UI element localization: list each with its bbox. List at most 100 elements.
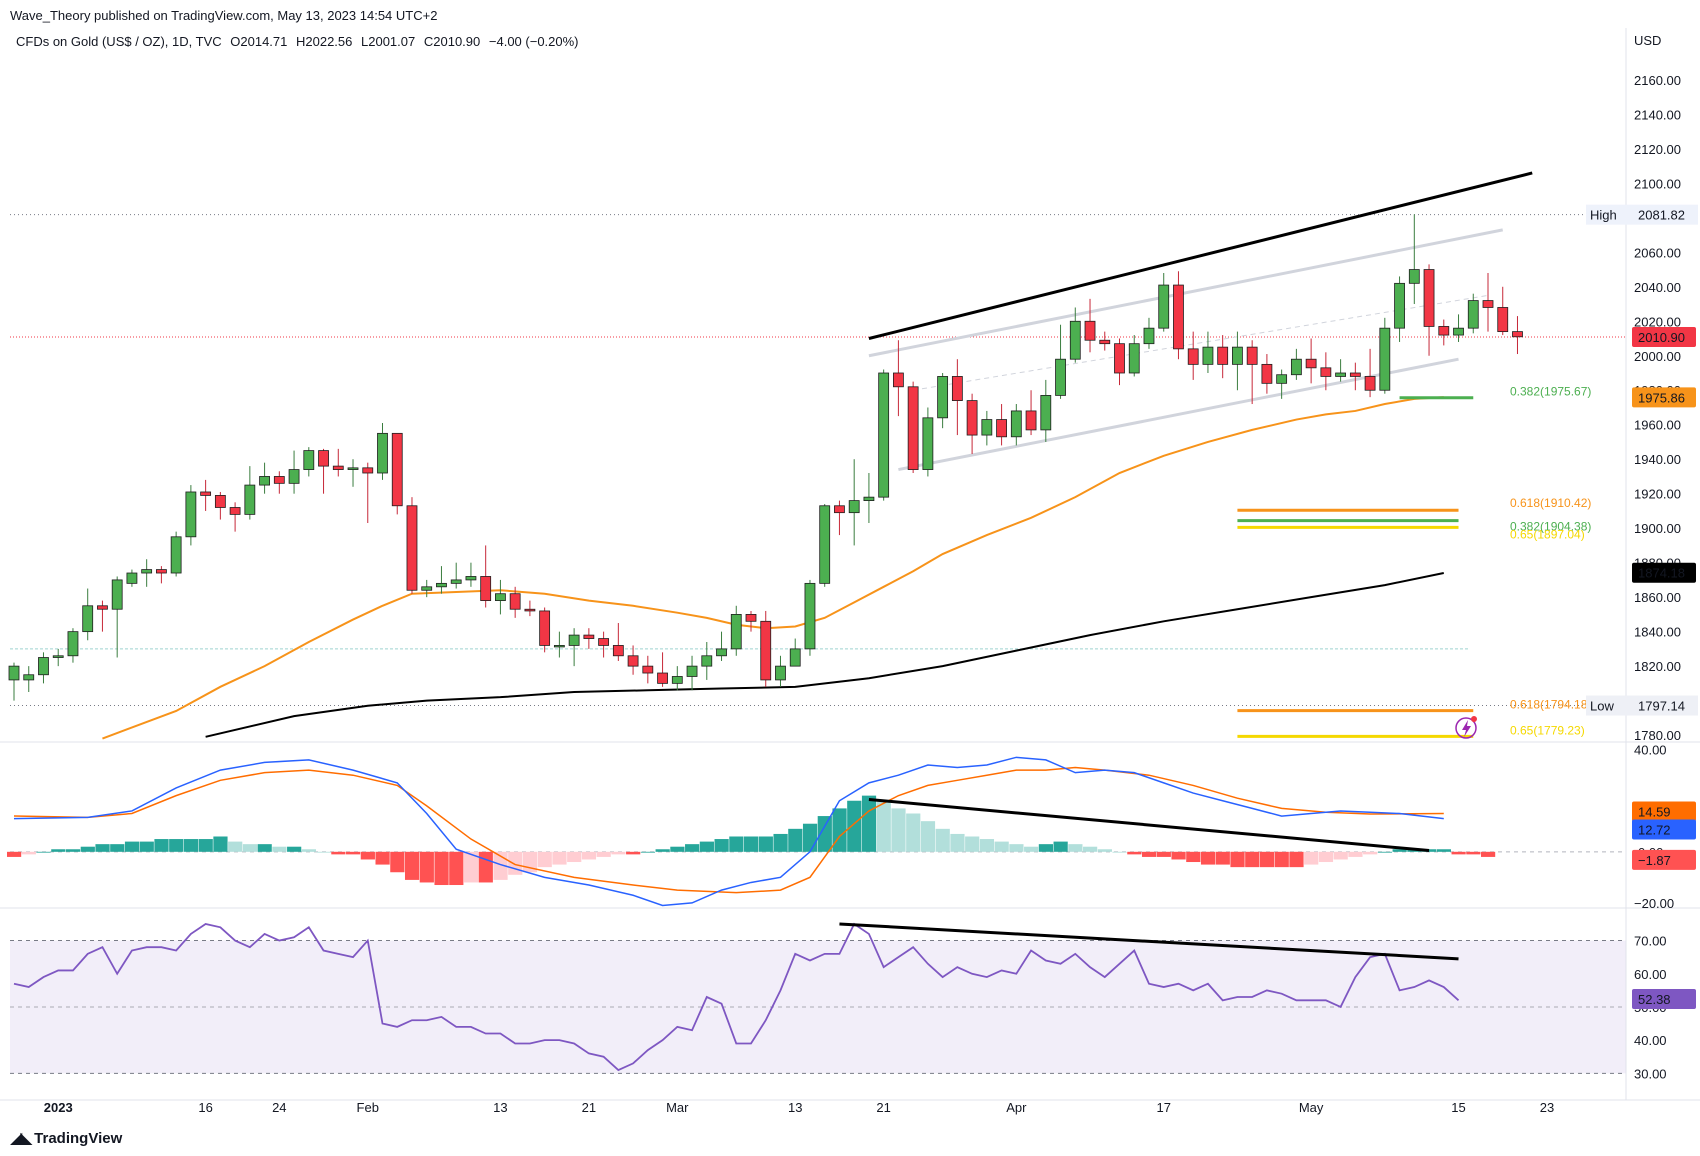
candle[interactable] bbox=[1084, 298, 1096, 353]
candle[interactable] bbox=[701, 641, 713, 680]
candle[interactable] bbox=[23, 666, 35, 692]
candle[interactable] bbox=[760, 610, 772, 687]
candle[interactable] bbox=[1055, 324, 1066, 399]
rsi-pane[interactable] bbox=[10, 922, 1626, 1074]
candle[interactable] bbox=[1453, 314, 1464, 342]
candle[interactable] bbox=[67, 628, 79, 663]
candle[interactable] bbox=[362, 462, 374, 524]
candle[interactable] bbox=[598, 631, 609, 658]
candle[interactable] bbox=[1290, 348, 1302, 380]
candle[interactable] bbox=[1173, 271, 1184, 360]
candle[interactable] bbox=[1187, 331, 1199, 380]
candle[interactable] bbox=[1482, 272, 1494, 332]
candle[interactable] bbox=[627, 645, 639, 675]
candle[interactable] bbox=[568, 628, 580, 667]
candle[interactable] bbox=[244, 466, 256, 520]
candle[interactable] bbox=[922, 407, 934, 477]
candle[interactable] bbox=[288, 450, 300, 494]
candle[interactable] bbox=[391, 432, 403, 515]
candle[interactable] bbox=[1320, 352, 1332, 391]
candle[interactable] bbox=[170, 531, 182, 577]
candle[interactable] bbox=[951, 359, 963, 436]
candle[interactable] bbox=[1232, 331, 1243, 391]
candle[interactable] bbox=[1512, 316, 1523, 355]
candle[interactable] bbox=[539, 607, 551, 653]
candle[interactable] bbox=[1276, 369, 1288, 399]
candle[interactable] bbox=[804, 579, 816, 656]
candle[interactable] bbox=[966, 393, 978, 455]
candle[interactable] bbox=[465, 562, 477, 587]
candle[interactable] bbox=[111, 576, 123, 658]
candle[interactable] bbox=[200, 479, 212, 511]
candle[interactable] bbox=[775, 655, 786, 687]
candle[interactable] bbox=[937, 372, 949, 429]
candle[interactable] bbox=[303, 447, 315, 477]
candle[interactable] bbox=[406, 497, 418, 594]
candle[interactable] bbox=[185, 485, 197, 546]
candle[interactable] bbox=[1143, 317, 1155, 349]
candle[interactable] bbox=[878, 369, 890, 501]
candle[interactable] bbox=[155, 566, 167, 584]
candle[interactable] bbox=[848, 459, 860, 546]
candle[interactable] bbox=[82, 588, 94, 641]
candle[interactable] bbox=[893, 340, 904, 417]
candle[interactable] bbox=[509, 586, 521, 618]
candle[interactable] bbox=[642, 655, 654, 684]
candle[interactable] bbox=[1069, 307, 1081, 363]
candle[interactable] bbox=[1025, 390, 1037, 436]
candle[interactable] bbox=[332, 448, 344, 477]
candle[interactable] bbox=[141, 559, 153, 587]
candle[interactable] bbox=[377, 423, 388, 480]
candle[interactable] bbox=[730, 605, 742, 656]
candle[interactable] bbox=[1217, 335, 1229, 379]
candle[interactable] bbox=[1438, 319, 1450, 346]
candle[interactable] bbox=[1261, 354, 1273, 394]
candle[interactable] bbox=[834, 500, 845, 536]
candle[interactable] bbox=[8, 662, 20, 701]
candle[interactable] bbox=[907, 381, 919, 474]
candle[interactable] bbox=[996, 404, 1007, 446]
candle[interactable] bbox=[38, 652, 49, 684]
candle[interactable] bbox=[1364, 348, 1376, 398]
candle[interactable] bbox=[1335, 359, 1346, 382]
candle[interactable] bbox=[686, 655, 698, 691]
candle[interactable] bbox=[97, 600, 108, 632]
candle[interactable] bbox=[1394, 276, 1405, 342]
candle[interactable] bbox=[981, 410, 993, 446]
candle[interactable] bbox=[1408, 214, 1420, 305]
candle[interactable] bbox=[671, 666, 683, 691]
candle[interactable] bbox=[259, 462, 270, 494]
candle[interactable] bbox=[347, 459, 359, 487]
candle[interactable] bbox=[1379, 317, 1391, 394]
candle[interactable] bbox=[1099, 331, 1111, 351]
candle[interactable] bbox=[214, 491, 226, 520]
candle[interactable] bbox=[52, 648, 64, 667]
candle[interactable] bbox=[273, 471, 285, 494]
candle[interactable] bbox=[583, 628, 595, 649]
candle[interactable] bbox=[745, 610, 757, 632]
candle[interactable] bbox=[126, 569, 138, 587]
candle[interactable] bbox=[789, 638, 801, 667]
candle[interactable] bbox=[1010, 404, 1022, 446]
candle[interactable] bbox=[495, 579, 506, 615]
candle[interactable] bbox=[421, 579, 433, 598]
candle[interactable] bbox=[1246, 340, 1258, 405]
price-pane[interactable]: 0.382(1975.67) 0.618(1910.42) 0.382(1904.3… bbox=[8, 171, 1626, 740]
candle[interactable] bbox=[1497, 286, 1509, 336]
candle[interactable] bbox=[716, 631, 727, 661]
candle[interactable] bbox=[480, 545, 492, 608]
candle[interactable] bbox=[657, 652, 668, 687]
candle[interactable] bbox=[436, 566, 447, 594]
candle[interactable] bbox=[1128, 335, 1140, 377]
candle[interactable] bbox=[1467, 293, 1479, 334]
candle[interactable] bbox=[1349, 362, 1361, 391]
candle[interactable] bbox=[819, 504, 831, 587]
candle[interactable] bbox=[229, 502, 241, 532]
candle[interactable] bbox=[1040, 379, 1052, 442]
candle[interactable] bbox=[1423, 264, 1435, 356]
lightning-alert-icon[interactable] bbox=[1455, 716, 1477, 739]
candle[interactable] bbox=[1114, 338, 1125, 386]
candle[interactable] bbox=[1305, 338, 1317, 384]
candle[interactable] bbox=[612, 623, 624, 661]
